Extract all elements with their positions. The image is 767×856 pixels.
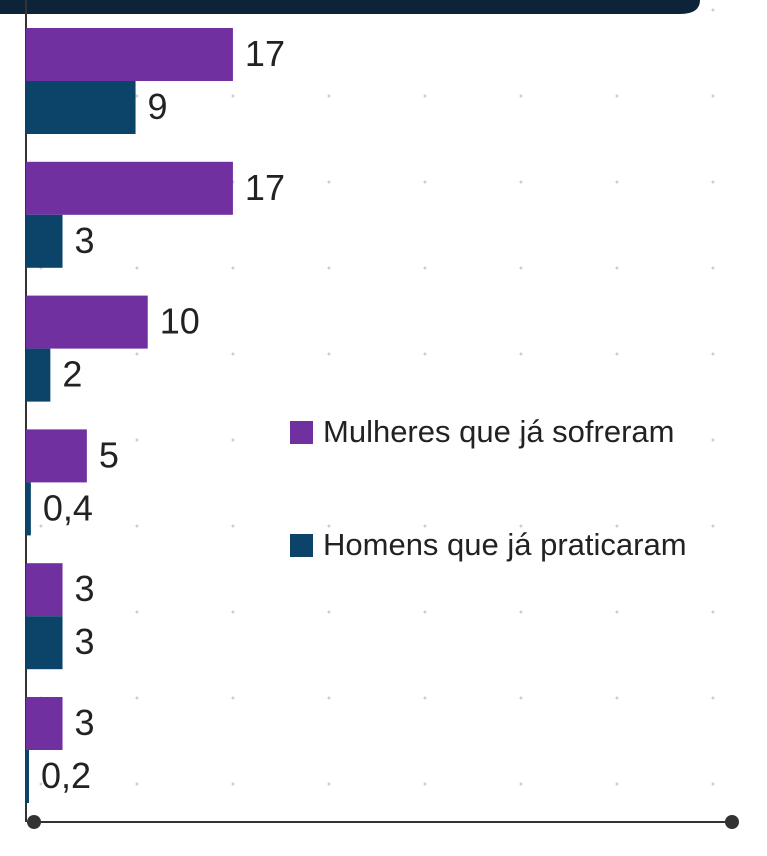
value-label: 0,4	[43, 487, 93, 528]
bar	[26, 81, 136, 134]
bar	[26, 616, 63, 670]
value-label: 2	[62, 354, 82, 395]
bar	[26, 214, 63, 268]
bar	[26, 750, 29, 803]
bar	[26, 348, 51, 402]
value-label: 0,2	[41, 755, 91, 796]
bar	[26, 563, 63, 617]
value-label: 3	[75, 621, 95, 662]
value-label: 3	[75, 702, 95, 743]
axis-end	[725, 815, 739, 829]
axis-end	[27, 815, 41, 829]
bar	[26, 161, 233, 215]
header-banner	[0, 0, 700, 14]
legend-label: Homens que já praticaram	[323, 527, 687, 562]
value-label: 5	[99, 434, 119, 475]
value-label: 17	[245, 33, 285, 74]
bar	[26, 697, 63, 750]
value-label: 3	[75, 220, 95, 261]
bar	[26, 28, 233, 81]
value-label: 9	[148, 86, 168, 127]
bar	[26, 429, 87, 483]
value-label: 10	[160, 301, 200, 342]
value-label: 17	[245, 167, 285, 208]
legend-label: Mulheres que já sofreram	[323, 414, 675, 449]
bar	[26, 295, 148, 349]
value-label: 3	[75, 568, 95, 609]
bar	[26, 482, 31, 536]
legend-swatch	[290, 421, 313, 444]
legend-swatch	[290, 534, 313, 557]
